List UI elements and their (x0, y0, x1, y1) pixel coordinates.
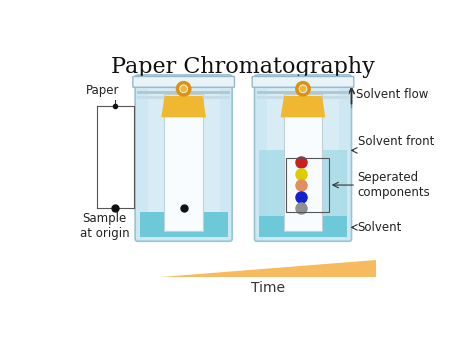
FancyBboxPatch shape (135, 75, 232, 241)
Bar (257, 91, 349, 94)
Text: Seperated
components: Seperated components (358, 171, 430, 199)
Circle shape (180, 86, 187, 92)
Text: Time: Time (251, 281, 285, 295)
FancyBboxPatch shape (255, 75, 352, 241)
Bar (259, 216, 347, 237)
Text: Solvent: Solvent (358, 221, 402, 234)
Polygon shape (161, 96, 206, 117)
Circle shape (177, 83, 190, 95)
Bar (137, 96, 230, 99)
Circle shape (297, 83, 309, 95)
Text: Paper Chromatography: Paper Chromatography (111, 56, 375, 78)
Bar (137, 91, 230, 94)
Bar (286, 158, 329, 212)
Bar (164, 94, 203, 231)
Polygon shape (281, 96, 325, 117)
Bar (257, 96, 349, 99)
Text: Sample
at origin: Sample at origin (80, 212, 129, 240)
Text: Paper: Paper (86, 83, 119, 97)
Text: Solvent flow: Solvent flow (356, 88, 428, 101)
FancyBboxPatch shape (252, 76, 354, 87)
Bar (283, 94, 322, 231)
Bar (267, 89, 339, 235)
Bar (140, 212, 228, 237)
Polygon shape (161, 260, 376, 278)
Text: Solvent front: Solvent front (358, 135, 434, 148)
Bar (259, 151, 347, 216)
Bar (147, 89, 219, 235)
FancyBboxPatch shape (133, 76, 235, 87)
Circle shape (300, 86, 306, 92)
